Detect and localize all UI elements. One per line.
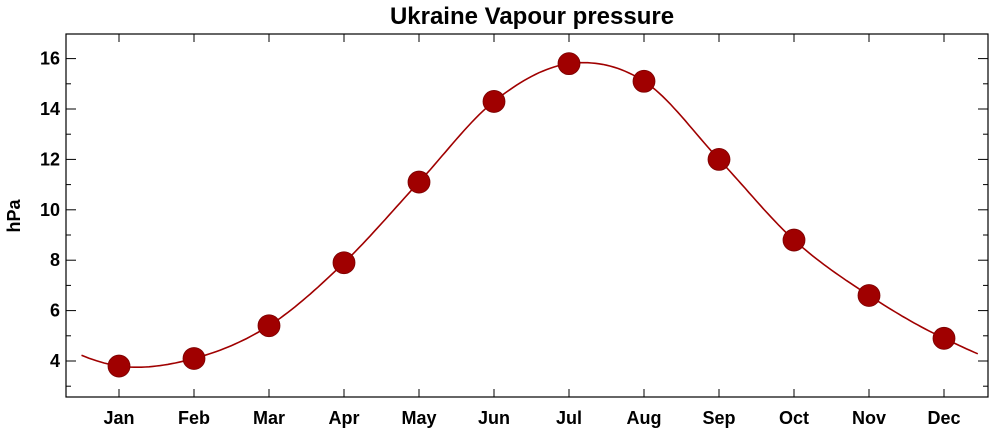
y-tick-label: 16 — [40, 49, 60, 69]
y-tick-label: 6 — [50, 301, 60, 321]
y-tick-label: 12 — [40, 149, 60, 169]
data-point — [932, 326, 956, 350]
x-tick-label: Dec — [927, 408, 960, 428]
data-point — [182, 347, 206, 370]
data-point — [257, 314, 281, 338]
y-tick-label: 4 — [50, 351, 60, 371]
y-tick-label: 10 — [40, 200, 60, 220]
x-tick-label: Jul — [556, 408, 582, 428]
x-tick-label: Jan — [103, 408, 134, 428]
data-point — [632, 69, 656, 93]
x-tick-label: Oct — [779, 408, 809, 428]
x-tick-label: May — [401, 408, 436, 428]
y-tick-label: 14 — [40, 99, 60, 119]
x-tick-label: Mar — [253, 408, 285, 428]
chart-title: Ukraine Vapour pressure — [390, 3, 674, 30]
x-tick-label: Jun — [478, 408, 510, 428]
data-point — [107, 354, 131, 378]
x-tick-label: Apr — [329, 408, 360, 428]
data-point — [782, 228, 806, 252]
series-line — [81, 61, 979, 368]
data-point — [332, 251, 356, 275]
data-point — [557, 52, 581, 76]
data-point — [857, 284, 881, 307]
y-axis-label: hPa — [4, 199, 24, 233]
x-tick-label: Sep — [702, 408, 735, 428]
axis-tick-labels: 4 6 8 10 12 14 16 Jan Feb Mar Apr May Jun Jul Aug Sep Oc… — [40, 49, 961, 428]
data-point — [482, 90, 506, 113]
x-tick-label: Feb — [178, 408, 210, 428]
x-tick-label: Nov — [852, 408, 886, 428]
data-point — [707, 147, 731, 171]
data-point — [407, 170, 431, 194]
y-tick-label: 8 — [50, 250, 60, 270]
plot-frame — [65, 33, 989, 398]
x-tick-label: Aug — [627, 408, 662, 428]
series-layer — [81, 52, 979, 378]
axis-ticks — [66, 34, 988, 397]
